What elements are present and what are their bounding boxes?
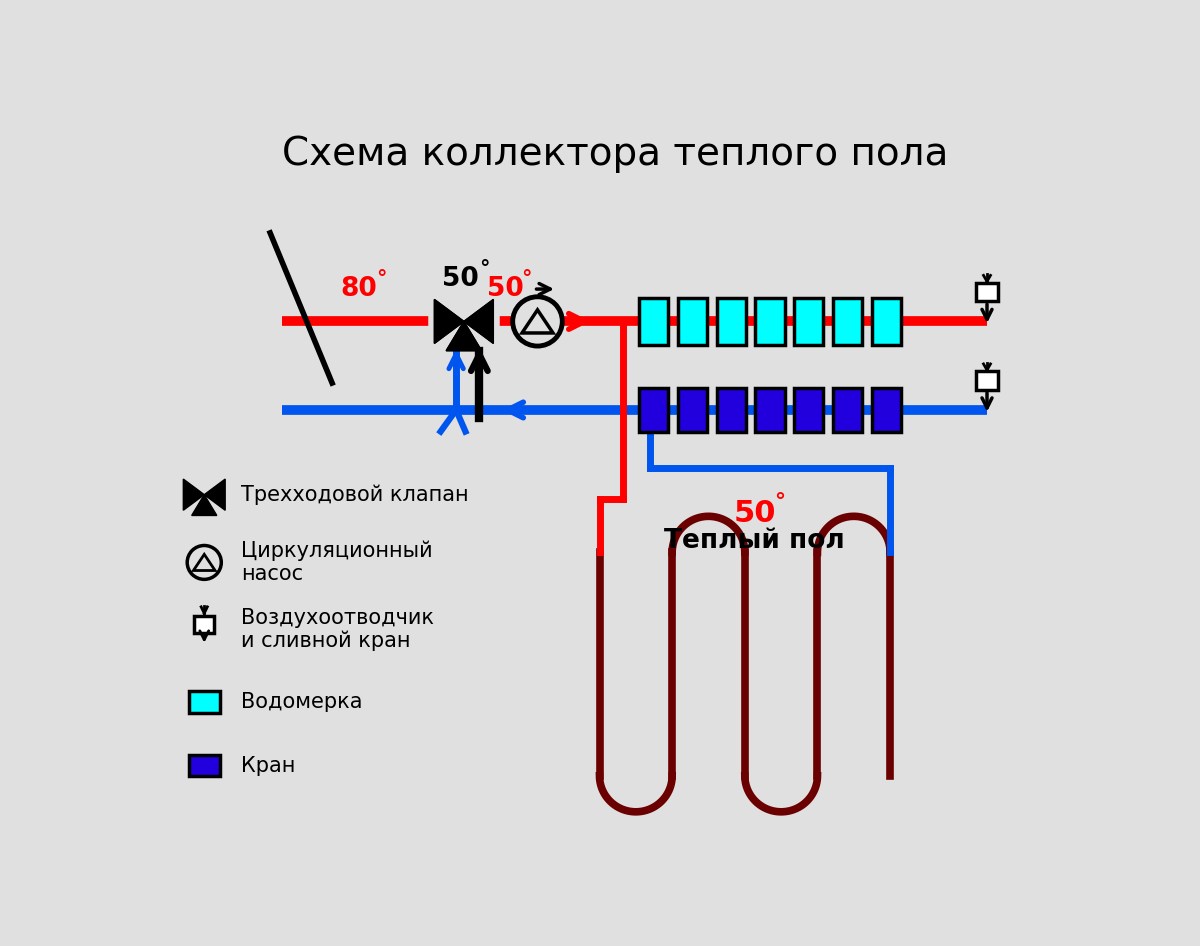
- Text: Воздухоотводчик
и сливной кран: Воздухоотводчик и сливной кран: [241, 607, 434, 651]
- Text: Циркуляционный
насос: Циркуляционный насос: [241, 540, 433, 585]
- Bar: [194, 617, 215, 633]
- Polygon shape: [446, 322, 481, 351]
- Bar: [794, 298, 823, 345]
- Bar: [794, 389, 823, 431]
- Bar: [833, 298, 863, 345]
- Bar: [755, 389, 785, 431]
- Bar: [188, 755, 220, 777]
- Text: 50: 50: [442, 266, 479, 292]
- Bar: [188, 691, 220, 712]
- Bar: [678, 298, 707, 345]
- Bar: [716, 298, 746, 345]
- Bar: [716, 389, 746, 431]
- Bar: [871, 389, 901, 431]
- Polygon shape: [184, 479, 204, 510]
- Bar: [976, 372, 998, 390]
- Text: Схема коллектора теплого пола: Схема коллектора теплого пола: [282, 134, 948, 172]
- Text: Теплый пол: Теплый пол: [664, 528, 845, 553]
- Polygon shape: [446, 322, 481, 351]
- Bar: [833, 389, 863, 431]
- Polygon shape: [192, 495, 217, 516]
- Text: °: °: [774, 492, 785, 513]
- Bar: [640, 389, 668, 431]
- Text: Трехходовой клапан: Трехходовой клапан: [241, 484, 469, 505]
- Bar: [755, 298, 785, 345]
- Bar: [678, 389, 707, 431]
- Bar: [871, 298, 901, 345]
- Circle shape: [512, 297, 563, 346]
- Text: 50: 50: [733, 499, 775, 529]
- Bar: [976, 283, 998, 302]
- Text: 50: 50: [486, 276, 523, 302]
- Text: Водомерка: Водомерка: [241, 692, 362, 711]
- Text: °: °: [522, 269, 532, 289]
- Text: Кран: Кран: [241, 756, 296, 776]
- Text: °: °: [479, 259, 490, 279]
- Bar: [640, 298, 668, 345]
- Circle shape: [187, 546, 221, 579]
- Polygon shape: [434, 300, 464, 343]
- Polygon shape: [434, 300, 464, 343]
- Polygon shape: [204, 479, 226, 510]
- Polygon shape: [464, 300, 493, 343]
- Text: °: °: [376, 269, 386, 289]
- Text: 80: 80: [341, 276, 378, 302]
- Polygon shape: [464, 300, 493, 343]
